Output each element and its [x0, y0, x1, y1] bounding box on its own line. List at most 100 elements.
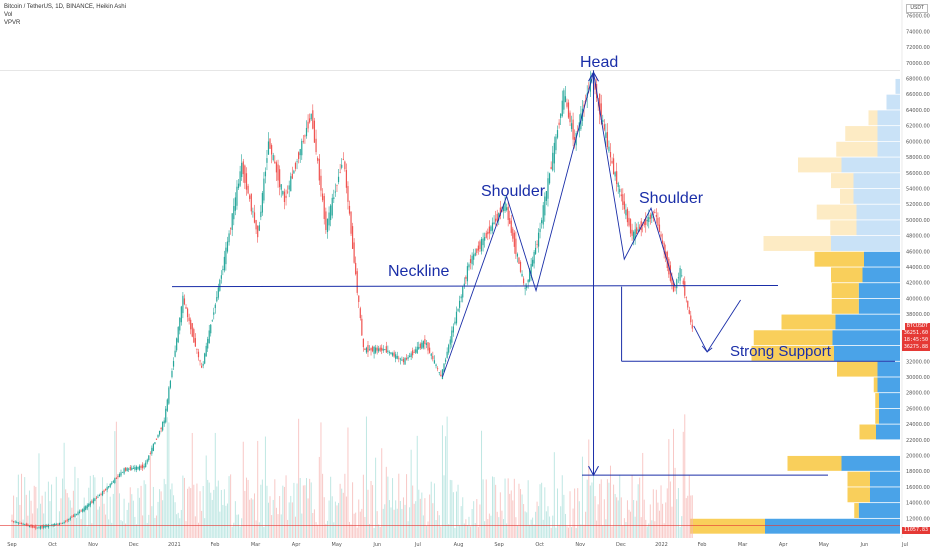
- candle-body: [522, 278, 525, 284]
- candle-body: [430, 353, 432, 356]
- volume-bar: [320, 422, 322, 538]
- volume-profile-up-bar: [856, 204, 900, 220]
- volume-bar: [146, 522, 148, 538]
- candle-body: [437, 368, 439, 370]
- candle-body: [574, 137, 576, 140]
- candle-body: [152, 443, 154, 452]
- volume-bar: [257, 440, 259, 538]
- volume-bar: [266, 485, 268, 538]
- volume-bar: [375, 457, 377, 538]
- volume-bar: [230, 474, 232, 538]
- volume-profile-up-bar: [834, 345, 900, 361]
- volume-bar: [36, 508, 38, 538]
- volume-bar: [594, 496, 596, 538]
- candle-body: [438, 372, 440, 373]
- candle-body: [230, 227, 232, 229]
- candle-body: [570, 123, 573, 129]
- volume-bar: [267, 502, 269, 538]
- volume-bar: [187, 488, 189, 538]
- candle-body: [603, 124, 605, 130]
- candle-body: [555, 136, 557, 151]
- volume-bar: [524, 511, 526, 538]
- candle-body: [356, 271, 358, 293]
- candle-body: [536, 243, 538, 245]
- price-tick-label: 66000.00: [906, 92, 930, 98]
- candle-body: [228, 233, 230, 243]
- volume-bar: [577, 488, 579, 538]
- volume-bar: [210, 492, 212, 538]
- candle-body: [608, 146, 610, 152]
- candle-body: [328, 212, 330, 226]
- volume-indicator-label[interactable]: Vol: [4, 12, 13, 18]
- volume-bar: [564, 513, 566, 538]
- volume-bar: [249, 499, 251, 538]
- volume-bar: [353, 513, 355, 538]
- volume-bar: [348, 521, 350, 538]
- candle-body: [671, 276, 673, 285]
- volume-bar: [654, 521, 656, 538]
- volume-bar: [561, 475, 563, 538]
- candle-body: [345, 170, 348, 188]
- volume-bar: [578, 501, 580, 538]
- time-tick-label: 2022: [655, 542, 668, 548]
- currency-selector[interactable]: USDT: [906, 4, 928, 13]
- candle-body: [263, 178, 265, 201]
- volume-bar: [583, 524, 585, 538]
- volume-bar: [608, 482, 610, 538]
- candle-body: [541, 220, 543, 224]
- volume-bar: [233, 522, 235, 538]
- candle-body: [373, 346, 375, 354]
- candle-body: [141, 464, 144, 469]
- candle-body: [553, 142, 555, 164]
- volume-bar: [310, 482, 312, 538]
- candle-body: [441, 369, 444, 380]
- volume-bar: [336, 505, 338, 538]
- volume-bar: [585, 511, 587, 538]
- volume-bar: [452, 492, 454, 538]
- price-tick-label: 54000.00: [906, 186, 930, 192]
- candle-body: [222, 269, 224, 270]
- candle-body: [145, 462, 147, 468]
- volume-bar: [216, 486, 218, 538]
- volume-bar: [83, 497, 85, 538]
- volume-bar: [226, 503, 228, 538]
- volume-bar: [651, 520, 653, 538]
- volume-bar: [334, 501, 336, 538]
- candle-body: [197, 351, 200, 358]
- candle-body: [563, 90, 565, 110]
- candle-body: [418, 346, 420, 350]
- volume-bar: [589, 485, 591, 538]
- candle-body: [101, 491, 104, 496]
- volume-bar: [140, 485, 142, 538]
- candle-body: [89, 502, 91, 506]
- volume-bar: [228, 476, 230, 538]
- volume-bar: [219, 511, 221, 538]
- candle-body: [599, 93, 601, 115]
- volume-bar: [117, 477, 119, 538]
- volume-bar: [602, 525, 604, 538]
- volume-bar: [454, 527, 456, 538]
- candle-body: [367, 345, 369, 353]
- candle-body: [88, 503, 90, 507]
- volume-bar: [21, 473, 23, 538]
- candle-body: [498, 212, 500, 220]
- volume-bar: [495, 484, 497, 538]
- candle-body: [321, 193, 324, 201]
- candle-body: [91, 501, 93, 503]
- price-tick-label: 46000.00: [906, 249, 930, 255]
- candle-body: [277, 164, 279, 181]
- volume-bar: [413, 503, 415, 538]
- left-shoulder-label: Shoulder: [481, 183, 546, 200]
- candle-body: [57, 523, 59, 525]
- candle-body: [658, 224, 661, 232]
- candle-body: [163, 420, 165, 424]
- volume-bar: [646, 526, 648, 538]
- volume-bar: [622, 525, 624, 538]
- candle-body: [378, 348, 380, 352]
- volume-bar: [285, 475, 287, 538]
- vpvr-indicator-label[interactable]: VPVR: [4, 20, 21, 26]
- secondary-price-tag: 36275.88: [901, 344, 930, 351]
- volume-bar: [630, 511, 632, 538]
